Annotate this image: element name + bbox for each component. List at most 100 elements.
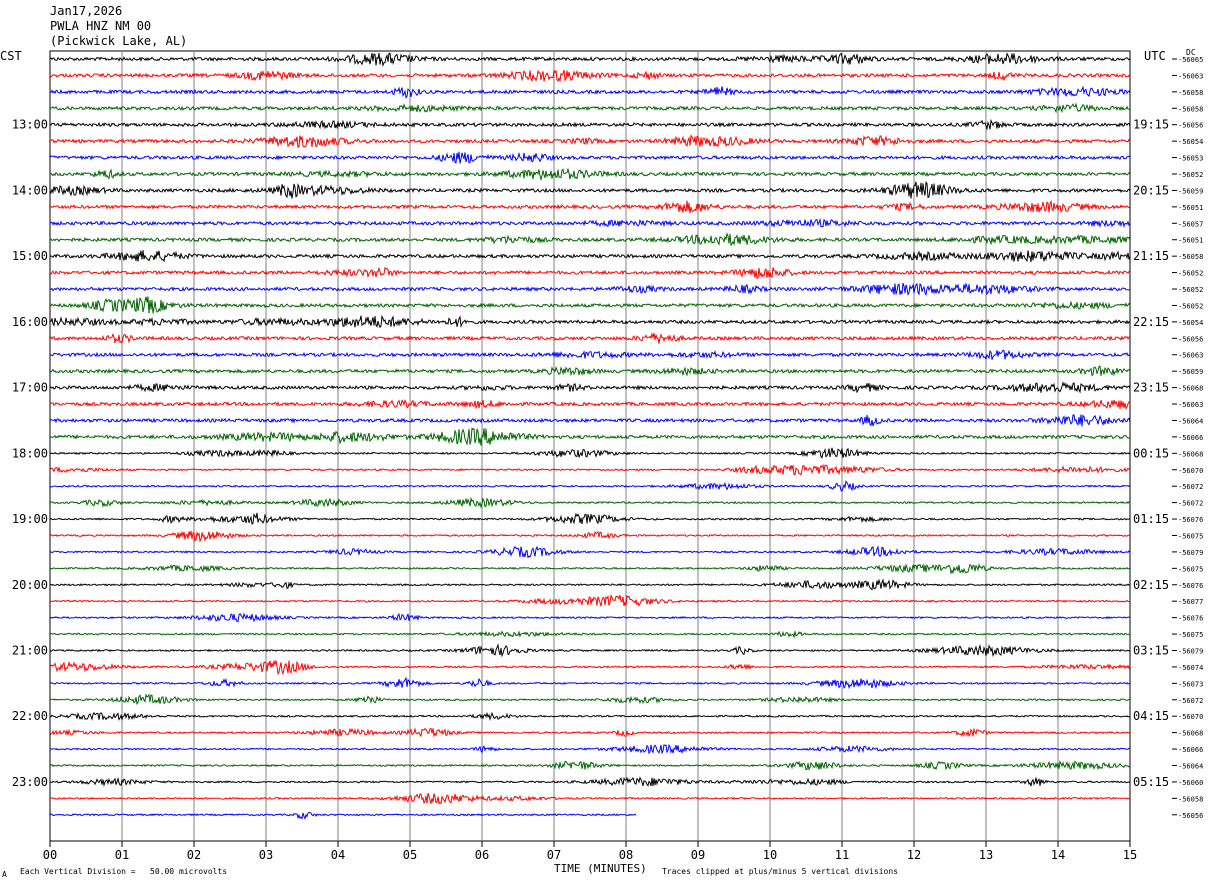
dc-offset-value: -56077 bbox=[1178, 598, 1203, 606]
hour-label-utc: 05:15 bbox=[1133, 775, 1169, 789]
seismic-trace bbox=[49, 181, 1131, 199]
seismic-trace bbox=[49, 296, 1131, 314]
hour-label-utc: 04:15 bbox=[1133, 709, 1169, 723]
dc-offset-value: -56072 bbox=[1178, 697, 1203, 705]
seismic-trace bbox=[49, 612, 1131, 623]
seismic-trace bbox=[49, 167, 1131, 182]
dc-offset-value: -56052 bbox=[1178, 270, 1203, 278]
seismic-trace bbox=[49, 447, 1131, 459]
dc-offset-value: -56075 bbox=[1178, 565, 1203, 573]
dc-offset-value: -56065 bbox=[1178, 56, 1203, 64]
seismic-trace bbox=[49, 52, 1131, 68]
seismic-trace bbox=[49, 349, 1131, 361]
hour-label-cst: 18:00 bbox=[12, 446, 48, 460]
seismic-trace bbox=[49, 630, 1131, 639]
dc-offset-value: -56054 bbox=[1178, 319, 1203, 327]
seismic-trace bbox=[49, 118, 1131, 131]
scale-note: Each Vertical Division = 50.00 microvolt… bbox=[20, 867, 228, 876]
x-tick-label: 06 bbox=[475, 848, 489, 862]
hour-label-cst: 19:00 bbox=[12, 512, 48, 526]
station-location: (Pickwick Lake, AL) bbox=[50, 34, 188, 48]
dc-offset-value: -56052 bbox=[1178, 286, 1203, 294]
seismic-trace bbox=[49, 659, 1131, 676]
x-tick-label: 11 bbox=[835, 848, 849, 862]
dc-offset-value: -56073 bbox=[1178, 680, 1203, 688]
dc-offset-value: -56074 bbox=[1178, 664, 1203, 672]
seismic-trace bbox=[49, 427, 1131, 446]
dc-offset-value: -56075 bbox=[1178, 532, 1203, 540]
dc-offset-value: -56063 bbox=[1178, 352, 1203, 360]
dc-offset-value: -56057 bbox=[1178, 220, 1203, 228]
dc-offset-value: -56066 bbox=[1178, 434, 1203, 442]
dc-offset-value: -56051 bbox=[1178, 237, 1203, 245]
dc-offset-value: -56068 bbox=[1178, 450, 1203, 458]
corner-mark: A bbox=[2, 870, 7, 879]
hour-label-cst: 21:00 bbox=[12, 643, 48, 657]
dc-offset-value: -56068 bbox=[1178, 385, 1203, 393]
x-tick-label: 03 bbox=[259, 848, 273, 862]
dc-offset-value: -56072 bbox=[1178, 500, 1203, 508]
seismic-trace bbox=[49, 693, 1131, 706]
seismic-trace bbox=[49, 512, 1131, 525]
hour-label-cst: 16:00 bbox=[12, 315, 48, 329]
seismic-trace bbox=[49, 776, 1131, 787]
seismic-trace bbox=[49, 249, 1131, 263]
seismic-trace bbox=[49, 134, 1131, 149]
x-tick-label: 08 bbox=[619, 848, 633, 862]
x-tick-label: 04 bbox=[331, 848, 345, 862]
hour-label-utc: 19:15 bbox=[1133, 118, 1169, 132]
station-code: PWLA HNZ NM 00 bbox=[50, 19, 152, 33]
hour-label-cst: 20:00 bbox=[12, 578, 48, 592]
dc-offset-value: -56054 bbox=[1178, 138, 1203, 146]
clip-note: Traces clipped at plus/minus 5 vertical … bbox=[662, 867, 899, 876]
seismic-trace bbox=[49, 811, 637, 821]
dc-offset-value: -56053 bbox=[1178, 155, 1203, 163]
seismic-trace bbox=[49, 643, 1131, 658]
x-tick-label: 05 bbox=[403, 848, 417, 862]
dc-offset-value: -56075 bbox=[1178, 631, 1203, 639]
seismic-trace bbox=[49, 711, 1131, 722]
x-tick-label: 00 bbox=[43, 848, 57, 862]
seismic-trace bbox=[49, 85, 1131, 99]
dc-offset-value: -56058 bbox=[1178, 795, 1203, 803]
hour-label-cst: 15:00 bbox=[12, 249, 48, 263]
seismic-trace bbox=[49, 563, 1131, 575]
hour-label-utc: 23:15 bbox=[1133, 381, 1169, 395]
seismic-trace bbox=[49, 381, 1131, 394]
hour-label-utc: 03:15 bbox=[1133, 643, 1169, 657]
dc-offset-value: -56070 bbox=[1178, 467, 1203, 475]
x-tick-label: 13 bbox=[979, 848, 993, 862]
seismic-trace bbox=[49, 480, 1131, 493]
seismic-trace bbox=[49, 530, 1131, 543]
seismic-trace bbox=[49, 266, 1131, 279]
hour-label-cst: 17:00 bbox=[12, 381, 48, 395]
dc-offset-value: -56058 bbox=[1178, 105, 1203, 113]
hour-label-cst: 13:00 bbox=[12, 118, 48, 132]
plot-frame bbox=[49, 50, 1131, 842]
dc-offset-value: -56064 bbox=[1178, 417, 1203, 425]
dc-offset-value: -56052 bbox=[1178, 171, 1203, 179]
dc-offset-value: -56051 bbox=[1178, 204, 1203, 212]
x-tick-label: 15 bbox=[1123, 848, 1137, 862]
dc-offset-value: -56059 bbox=[1178, 187, 1203, 195]
dc-offset-value: -56064 bbox=[1178, 762, 1203, 770]
hour-label-cst: 23:00 bbox=[12, 775, 48, 789]
hour-label-cst: 14:00 bbox=[12, 183, 48, 197]
x-tick-label: 02 bbox=[187, 848, 201, 862]
dc-offset-value: -56063 bbox=[1178, 72, 1203, 80]
seismic-trace bbox=[49, 676, 1131, 690]
seismic-trace bbox=[49, 365, 1131, 377]
seismic-trace bbox=[49, 594, 1131, 607]
seismic-trace bbox=[49, 727, 1131, 738]
plot-date: Jan17,2026 bbox=[50, 4, 123, 18]
seismic-trace bbox=[49, 69, 1131, 83]
hour-label-utc: 02:15 bbox=[1133, 578, 1169, 592]
seismic-trace bbox=[49, 743, 1130, 755]
seismic-trace bbox=[49, 399, 1131, 410]
hour-label-utc: 20:15 bbox=[1133, 183, 1169, 197]
dc-offset-value: -56070 bbox=[1178, 713, 1203, 721]
seismic-trace bbox=[49, 314, 1131, 329]
hour-label-utc: 01:15 bbox=[1133, 512, 1169, 526]
dc-column-label: DC bbox=[1186, 48, 1196, 57]
dc-offset-value: -56079 bbox=[1178, 647, 1203, 655]
